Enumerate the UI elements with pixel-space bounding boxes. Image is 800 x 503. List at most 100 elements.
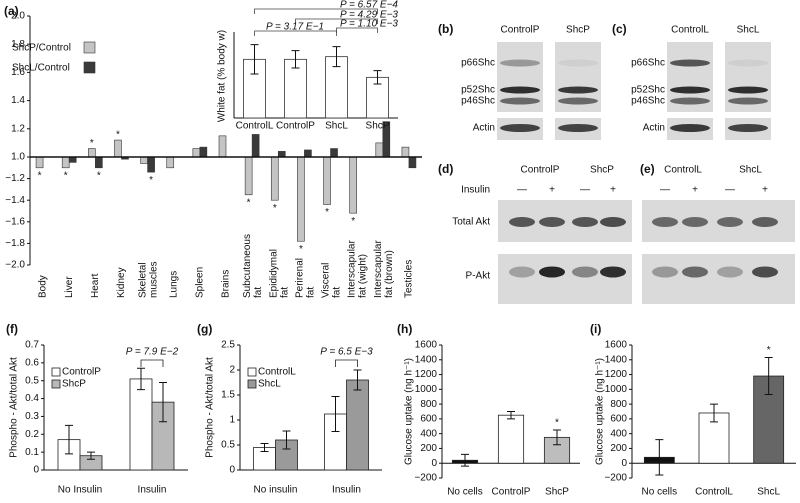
blot-image <box>642 254 795 304</box>
significance-mark: * <box>299 244 303 255</box>
y-tick-label: −1.6 <box>5 216 25 227</box>
p-value: P = 6.5 E−3 <box>320 347 373 358</box>
x-tick-label: Perirenal fat <box>294 255 316 298</box>
x-tick-label: Visceral fat <box>320 260 342 298</box>
y-tick-label: 800 <box>420 399 437 410</box>
comparison-bracket <box>140 359 164 367</box>
y-tick-label: 2 <box>229 365 235 376</box>
error-bar <box>373 70 382 85</box>
significance-mark: * <box>767 345 771 356</box>
panel-label: (f) <box>6 322 18 336</box>
y-tick-label: −200 <box>604 473 627 484</box>
y-tick-label: 0.2 <box>25 429 39 440</box>
x-tick-label: Body <box>38 275 49 298</box>
panel-label: (i) <box>590 322 601 336</box>
x-tick-label: Epididymal fat <box>268 246 290 298</box>
x-tick-label: No cells <box>642 487 678 498</box>
band-label: Actin <box>473 123 495 134</box>
blot-band <box>717 266 743 278</box>
bar <box>35 156 44 169</box>
treatment-level: + <box>610 185 616 196</box>
y-tick-label: 600 <box>610 414 627 425</box>
blot-band <box>539 217 565 227</box>
bar <box>408 156 417 169</box>
y-tick-label: 800 <box>610 399 627 410</box>
error-bar <box>461 453 469 467</box>
x-tick-label: Skeletal muscles <box>137 260 159 298</box>
significance-mark: * <box>351 216 355 227</box>
y-tick-label: 1200 <box>415 369 438 380</box>
blot-band <box>509 266 535 278</box>
band-label: Total Akt <box>452 217 490 228</box>
y-tick-label: 2.0 <box>11 11 25 22</box>
legend-label: ShcP <box>62 379 86 390</box>
error-bar <box>332 46 341 68</box>
p-value: P = 6.57 E−4 <box>340 0 398 11</box>
y-tick-label: 2.5 <box>221 340 235 351</box>
y-tick-label: −1.2 <box>5 173 25 184</box>
x-tick-label: Liver <box>64 276 75 298</box>
lane-label: ShcL <box>737 25 760 36</box>
x-tick-label: ControlL <box>236 121 274 132</box>
bar <box>330 148 338 158</box>
bar <box>95 156 103 169</box>
y-tick-label: 1000 <box>605 384 628 395</box>
y-tick-label: 200 <box>420 443 437 454</box>
blot-band <box>600 217 626 227</box>
x-tick-label: ControlP <box>492 487 531 498</box>
significance-mark: * <box>97 170 101 181</box>
bar <box>68 156 77 163</box>
error-bar <box>65 424 73 455</box>
blot-band <box>500 124 540 132</box>
error-bar <box>507 411 515 420</box>
x-tick-label: No insulin <box>254 485 298 496</box>
blot-band <box>752 266 778 278</box>
x-tick-label: ShcL <box>757 487 780 498</box>
bar <box>304 149 312 158</box>
y-tick-label: 1600 <box>415 340 438 351</box>
blot-band <box>500 97 540 105</box>
x-tick-label: Kidney <box>116 267 127 298</box>
error-bar <box>137 367 145 391</box>
x-tick-label: Brains <box>221 270 232 298</box>
x-tick-label: Insulin <box>138 485 167 496</box>
bar <box>497 414 525 464</box>
comparison-bracket <box>254 30 337 36</box>
bar <box>401 146 410 158</box>
x-tick-label: Interscapular fat (wight) <box>346 237 368 298</box>
p-value: P = 1.10 E−3 <box>340 19 398 30</box>
blot-band <box>558 86 598 94</box>
treatment-level: — <box>580 185 590 196</box>
x-tick-label: Interscapular fat (brown) <box>372 237 394 298</box>
y-tick-label: 0 <box>33 465 39 476</box>
band-label: P-Akt <box>466 271 491 282</box>
bar <box>166 156 175 169</box>
y-tick-label: 1000 <box>415 384 438 395</box>
y-tick-label: 1400 <box>605 354 628 365</box>
x-tick-label: ShcP <box>545 487 569 498</box>
bar <box>346 379 369 471</box>
panel-label: (g) <box>197 322 212 336</box>
blot-band <box>728 97 768 105</box>
panel-label: (a) <box>4 4 19 18</box>
x-tick-label: ControlL <box>695 487 733 498</box>
y-tick-label: 200 <box>610 443 627 454</box>
lane-label: ControlL <box>671 25 709 36</box>
blot-band <box>509 217 535 227</box>
bar <box>61 156 70 169</box>
blot-image <box>498 254 632 304</box>
blot-band <box>728 124 768 132</box>
lane-label: ShcP <box>566 25 590 36</box>
comparison-bracket <box>254 8 378 14</box>
legend-swatch <box>83 61 96 74</box>
x-tick-label: Testicles <box>404 260 415 298</box>
blot-band <box>558 124 598 132</box>
y-tick-label: 1.0 <box>11 152 25 163</box>
panel-label: (e) <box>640 162 655 176</box>
y-axis-label: Phospho - Akt/total Akt <box>205 357 216 458</box>
legend-label: ControlP <box>62 367 101 378</box>
band-label: Actin <box>643 123 665 134</box>
band-label: p52Shc <box>461 85 495 96</box>
y-tick-label: 0 <box>621 458 627 469</box>
significance-mark: * <box>38 170 42 181</box>
